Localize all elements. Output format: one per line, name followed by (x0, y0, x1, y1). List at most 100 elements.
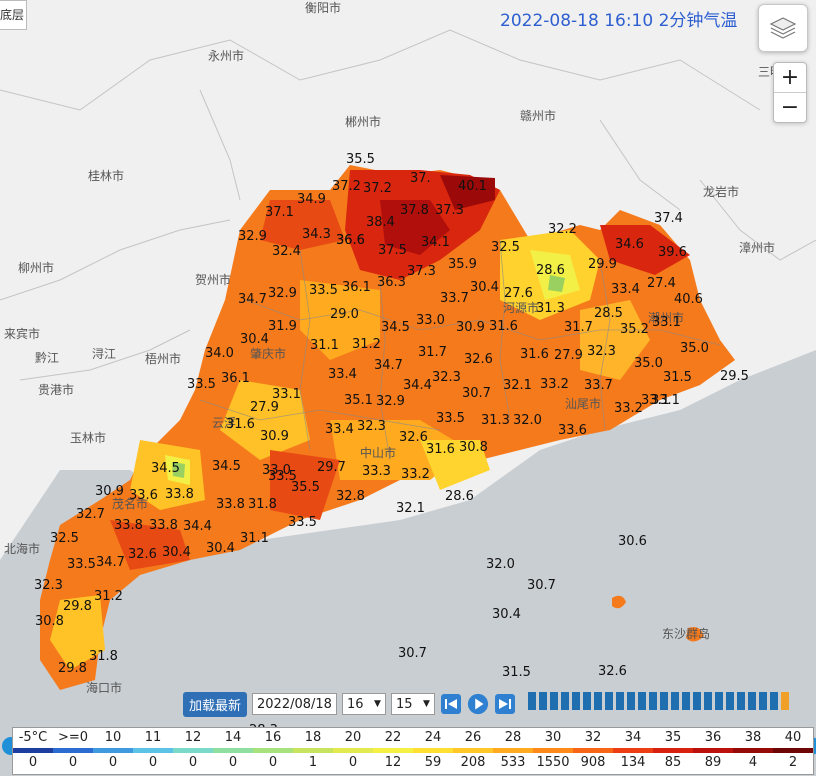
temperature-reading: 33.6 (129, 488, 158, 503)
zoom-in-button[interactable]: + (780, 65, 800, 90)
time-tick[interactable] (627, 692, 635, 710)
legend-swatch (453, 748, 493, 753)
skip-back-icon (440, 694, 461, 714)
place-label: 衡阳市 (305, 0, 341, 15)
skip-back-button[interactable] (440, 694, 462, 714)
temperature-reading: 30.4 (240, 332, 269, 347)
time-tick[interactable] (737, 692, 745, 710)
temperature-reading: 31.8 (89, 649, 118, 664)
legend-threshold: 28 (504, 730, 522, 745)
place-label: 北海市 (4, 541, 40, 556)
zoom-out-button[interactable]: − (774, 92, 806, 122)
temperature-reading: 34.7 (96, 555, 125, 570)
legend-swatch (333, 748, 373, 753)
temperature-reading: 35.9 (448, 257, 477, 272)
legend-swatch (773, 748, 813, 753)
time-tick[interactable] (616, 692, 624, 710)
temperature-reading: 34.4 (403, 378, 432, 393)
temperature-reading: 32.6 (128, 547, 157, 562)
time-tick[interactable] (561, 692, 569, 710)
temperature-reading: 33.1 (272, 387, 301, 402)
temperature-reading: 32.1 (503, 378, 532, 393)
layer-tab[interactable]: 底层 (0, 0, 27, 30)
legend-threshold: 36 (704, 730, 722, 745)
temperature-reading: 31.1 (310, 338, 339, 353)
time-slider[interactable] (528, 692, 789, 710)
play-button[interactable] (467, 693, 489, 715)
legend-count: 208 (460, 755, 486, 770)
minute-select[interactable]: 15 ▼ (390, 693, 435, 715)
legend-count: 0 (108, 755, 118, 770)
load-latest-button[interactable]: 加载最新 (183, 691, 248, 717)
temperature-reading: 35.2 (620, 322, 649, 337)
temperature-reading: 33.3 (362, 464, 391, 479)
time-tick[interactable] (759, 692, 767, 710)
temperature-reading: 31.3 (536, 301, 565, 316)
legend-count: 533 (500, 755, 526, 770)
legend-count: 12 (384, 755, 402, 770)
temperature-reading: 31.6 (489, 319, 518, 334)
temperature-reading: 28.6 (536, 263, 565, 278)
time-tick[interactable] (649, 692, 657, 710)
time-tick[interactable] (638, 692, 646, 710)
legend-threshold: 34 (624, 730, 642, 745)
temperature-reading: 30.7 (527, 578, 556, 593)
temperature-reading: 31.6 (226, 417, 255, 432)
temperature-reading: 33.1 (651, 393, 680, 408)
time-tick[interactable] (605, 692, 613, 710)
temperature-reading: 32.2 (548, 222, 577, 237)
temperature-reading: 33.1 (641, 393, 670, 408)
time-tick[interactable] (539, 692, 547, 710)
time-tick[interactable] (528, 692, 536, 710)
temperature-reading: 28.5 (594, 306, 623, 321)
date-input[interactable]: 2022/08/18 (252, 693, 337, 715)
time-tick[interactable] (693, 692, 701, 710)
temperature-reading: 33.0 (416, 313, 445, 328)
temperature-reading: 37.8 (400, 203, 429, 218)
time-tick[interactable] (781, 692, 789, 710)
place-label: 贺州市 (195, 272, 231, 287)
temperature-reading: 34.1 (421, 235, 450, 250)
temperature-reading: 37.1 (265, 205, 294, 220)
place-label: 梧州市 (145, 351, 181, 366)
time-tick[interactable] (594, 692, 602, 710)
place-label: 柳州市 (18, 260, 54, 275)
temperature-legend: -5°C >=0 10 11 12 14 16 18 20 22 24 26 28 30 32 34 35 36 3… (12, 727, 814, 775)
time-tick[interactable] (770, 692, 778, 710)
temperature-reading: 36.3 (377, 275, 406, 290)
temperature-reading: 32.3 (432, 370, 461, 385)
legend-threshold: 32 (584, 730, 602, 745)
time-tick[interactable] (704, 692, 712, 710)
temperature-reading: 29.7 (317, 460, 346, 475)
temperature-reading: 31.2 (94, 589, 123, 604)
place-label: 海口市 (86, 680, 122, 695)
layer-tab-label: 底层 (0, 8, 25, 22)
temperature-reading: 27.9 (554, 348, 583, 363)
time-tick[interactable] (550, 692, 558, 710)
time-tick[interactable] (715, 692, 723, 710)
time-tick[interactable] (583, 692, 591, 710)
legend-count: 89 (704, 755, 722, 770)
time-tick[interactable] (660, 692, 668, 710)
legend-swatch (133, 748, 173, 753)
place-label: 茂名市 (112, 496, 148, 511)
temperature-reading: 33.5 (268, 469, 297, 484)
temperature-reading: 32.6 (598, 664, 627, 679)
temperature-reading: 33.7 (584, 378, 613, 393)
legend-count: 85 (664, 755, 682, 770)
temperature-reading: 37.2 (363, 181, 392, 196)
legend-threshold: 14 (224, 730, 242, 745)
time-tick[interactable] (572, 692, 580, 710)
time-tick[interactable] (726, 692, 734, 710)
layer-switch-button[interactable] (758, 4, 808, 52)
legend-swatch (693, 748, 733, 753)
time-tick[interactable] (682, 692, 690, 710)
legend-threshold: 11 (144, 730, 162, 745)
skip-forward-button[interactable] (494, 694, 516, 714)
time-tick[interactable] (748, 692, 756, 710)
time-tick[interactable] (671, 692, 679, 710)
temperature-reading: 37. (410, 171, 431, 186)
legend-swatch (533, 748, 573, 753)
hour-select[interactable]: 16 ▼ (341, 693, 386, 715)
